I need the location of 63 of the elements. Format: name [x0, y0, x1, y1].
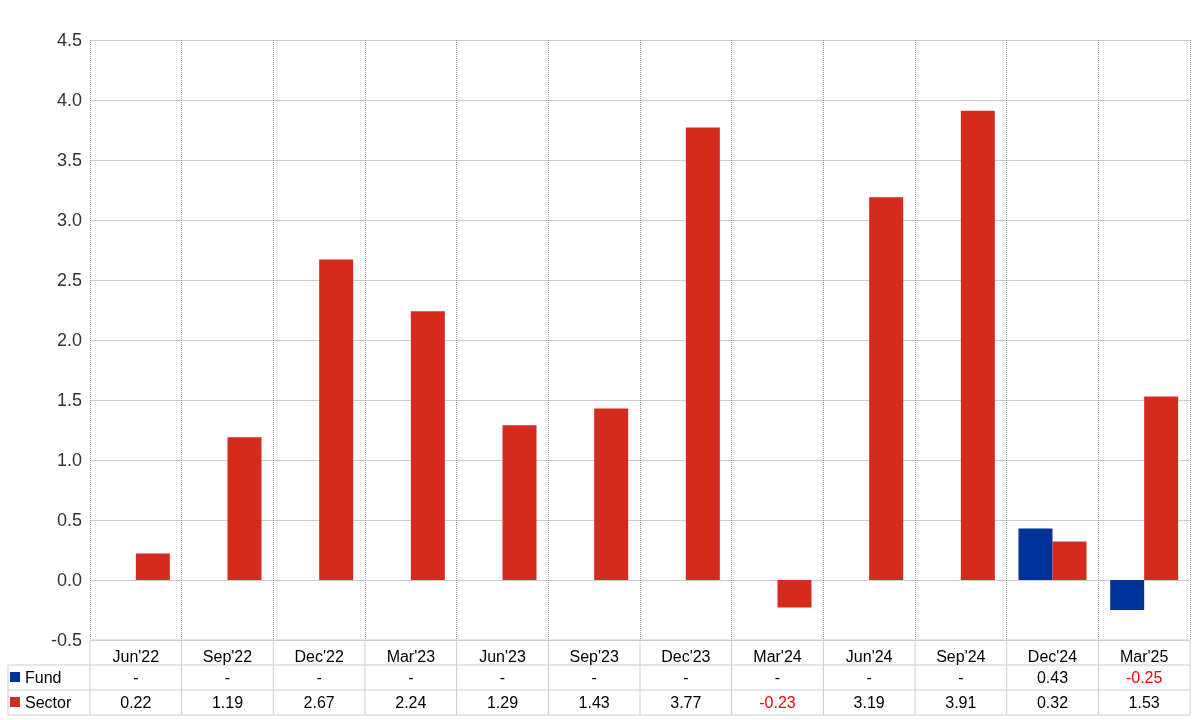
y-tick-label: 1.5	[56, 390, 82, 410]
bar	[1110, 580, 1145, 610]
text: -	[774, 669, 781, 686]
y-tick-label: -0.5	[50, 630, 82, 650]
y-tick-label: 0.5	[56, 510, 82, 530]
text: -	[499, 669, 506, 686]
y-tick-label: 2.5	[56, 270, 82, 290]
y-tick-label: 4.0	[56, 90, 82, 110]
bar	[685, 127, 720, 580]
bar	[410, 311, 445, 580]
x-tick-label: Sep'23	[569, 647, 619, 665]
data-label: 1.19	[211, 694, 244, 711]
y-tick-label: 0.0	[56, 570, 82, 590]
text: -	[316, 669, 322, 686]
text: -	[133, 669, 139, 686]
data-label: 3.91	[945, 694, 977, 711]
data-label: 3.77	[670, 694, 702, 711]
data-label: 0.32	[1036, 694, 1069, 711]
bar	[135, 553, 170, 580]
y-tick-label: 2.0	[56, 330, 82, 350]
y-tick-label: 4.5	[56, 30, 82, 50]
text: -	[958, 669, 964, 686]
bar	[960, 110, 995, 580]
x-tick-label: Mar'24	[753, 647, 802, 665]
data-label: -0.25	[1125, 669, 1163, 686]
legend-label: Sector	[25, 693, 72, 711]
bar	[1144, 396, 1179, 580]
bar	[502, 425, 537, 580]
x-tick-label: Jun'22	[112, 647, 160, 665]
data-label: 1.43	[578, 694, 610, 711]
text: -	[683, 669, 689, 686]
data-label: 1.29	[486, 694, 519, 711]
bar	[1052, 541, 1087, 580]
y-tick-label: 3.5	[56, 150, 82, 170]
bar	[594, 408, 629, 580]
y-tick-label: 1.0	[56, 450, 82, 470]
x-tick-label: Dec'24	[1027, 647, 1078, 665]
x-tick-label: Sep'24	[936, 647, 986, 665]
x-tick-label: Jun'24	[845, 647, 893, 665]
data-label: 0.43	[1036, 669, 1069, 686]
data-label: 2.67	[303, 694, 335, 711]
x-tick-label: Jun'23	[479, 647, 526, 665]
x-tick-label: Mar'23	[386, 647, 436, 665]
bar	[1018, 528, 1053, 580]
data-label: -0.23	[759, 694, 796, 711]
data-label: 0.22	[120, 694, 152, 711]
x-tick-label: Dec'22	[294, 647, 344, 665]
bar	[777, 580, 812, 608]
bar	[319, 259, 354, 580]
data-label: 2.24	[395, 694, 427, 711]
bar	[227, 437, 262, 580]
x-tick-label: Mar'25	[1119, 647, 1169, 665]
x-tick-label: Sep'22	[202, 647, 253, 665]
data-label: 3.19	[853, 694, 885, 711]
y-tick-label: 3.0	[56, 210, 82, 230]
data-label: 1.53	[1128, 694, 1160, 711]
text: -	[591, 669, 597, 686]
text: -	[224, 669, 231, 686]
legend-label: Fund	[25, 668, 62, 686]
bar	[869, 197, 904, 580]
text: -	[408, 669, 414, 686]
x-tick-label: Dec'23	[661, 647, 711, 665]
text: -	[866, 669, 872, 686]
